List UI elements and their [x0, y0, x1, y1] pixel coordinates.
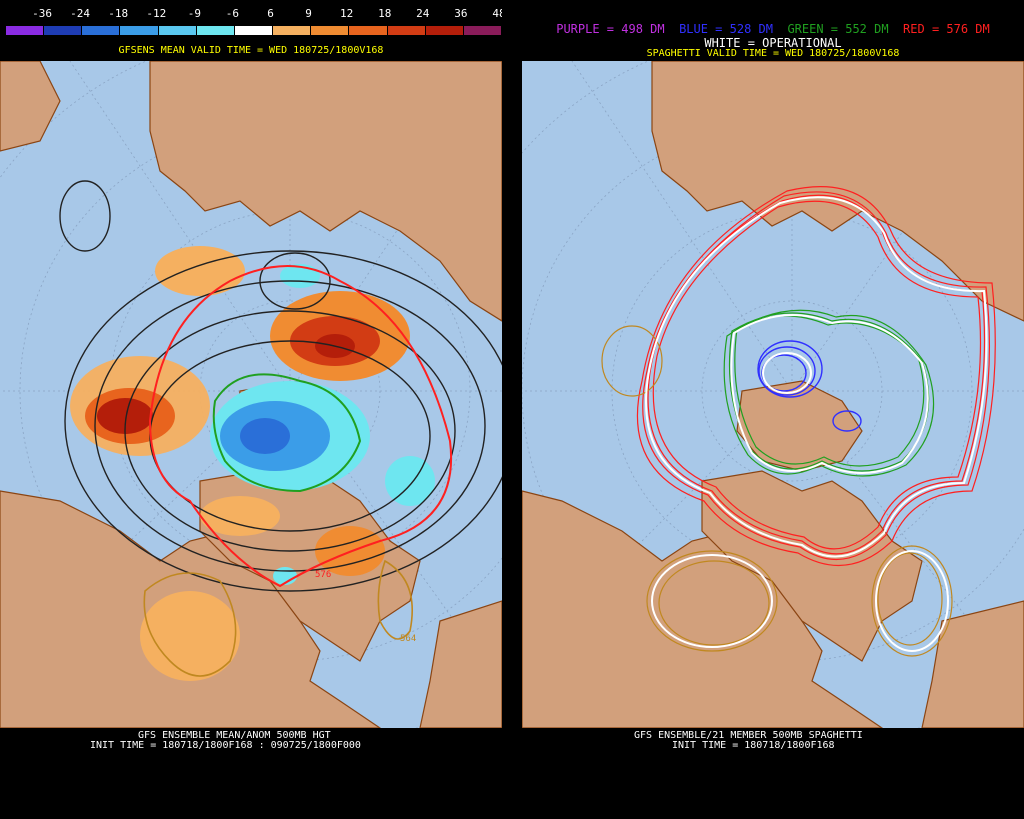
576-contour [148, 265, 453, 588]
colorbar-swatch [349, 26, 388, 35]
colorbar-swatch [120, 26, 159, 35]
right-footer-line1: GFS ENSEMBLE/21 MEMBER 500MB SPAGHETTI [634, 730, 863, 741]
legend-blue: BLUE = 528 DM [679, 22, 773, 36]
anomaly-panel: -36 -24 -18 -12 -9 -6 6 9 12 18 24 36 48 GFSENS MEAN… [0, 0, 506, 819]
colorbar-swatch [82, 26, 121, 35]
ensemble-mean-anomaly-map: 576 564 [0, 61, 502, 728]
spaghetti-panel: PURPLE = 498 DM BLUE = 528 DM GREEN = 55… [522, 0, 1024, 819]
operational-contours [645, 196, 988, 652]
594-contour [143, 559, 413, 677]
contour-label-564: 564 [400, 634, 416, 644]
legend-green: GREEN = 552 DM [787, 22, 889, 36]
colorbar-label: 36 [454, 7, 468, 20]
colorbar-swatch [463, 26, 502, 35]
colorbar-swatch [425, 26, 464, 35]
colorbar-swatch [6, 26, 45, 35]
operational-legend: WHITE = OPERATIONAL [704, 36, 842, 50]
red-576-spaghetti [636, 186, 996, 566]
right-footer: GFS ENSEMBLE/21 MEMBER 500MB SPAGHETTI I… [522, 728, 1024, 819]
colorbar-label: -6 [225, 7, 240, 20]
colorbar-swatch [196, 26, 235, 35]
colorbar-swatch [44, 26, 83, 35]
spaghetti-map [522, 61, 1024, 728]
left-valid-time-title: GFSENS MEAN VALID TIME = WED 180725/1800… [118, 45, 384, 56]
colorbar-swatch [158, 26, 197, 35]
right-footer-line2: INIT TIME = 180718/1800F168 [672, 740, 835, 751]
colorbar-label: -24 [70, 7, 91, 20]
legend-red: RED = 576 DM [903, 22, 990, 36]
spaghetti-legend: PURPLE = 498 DM BLUE = 528 DM GREEN = 55… [522, 22, 1024, 36]
left-footer-line1: GFS ENSEMBLE MEAN/ANOM 500MB HGT [138, 730, 331, 741]
colorbar-label: -18 [108, 7, 129, 20]
colorbar-swatch [311, 26, 350, 35]
colorbar-swatch [273, 26, 312, 35]
right-valid-time-title: SPAGHETTI VALID TIME = WED 180725/1800V1… [646, 48, 900, 59]
legend-purple: PURPLE = 498 DM [556, 22, 665, 36]
colorbar-label: 24 [416, 7, 430, 20]
colorbar-swatch [234, 26, 274, 35]
colorbar-label: 9 [305, 7, 312, 20]
colorbar-labels: -36 -24 -18 -12 -9 -6 6 9 12 18 24 36 48 [0, 7, 505, 21]
colorbar-label: 12 [340, 7, 354, 20]
colorbar-label: -9 [187, 7, 201, 20]
colorbar [5, 25, 502, 36]
left-footer-line2: INIT TIME = 180718/1800F168 : 090725/180… [90, 740, 361, 751]
colorbar-label: -36 [32, 7, 52, 20]
height-anomaly-shading [70, 246, 435, 681]
colorbar-swatch [387, 26, 426, 35]
colorbar-label: 6 [267, 7, 274, 20]
contour-label-576: 576 [315, 570, 331, 580]
panel-divider [502, 0, 522, 819]
land-masses [522, 61, 1024, 728]
colorbar-label: 18 [378, 7, 392, 20]
left-footer: GFS ENSEMBLE MEAN/ANOM 500MB HGT INIT TI… [0, 728, 502, 819]
colorbar-label: -12 [146, 7, 167, 20]
552-contour [212, 373, 362, 493]
gold-594-spaghetti [601, 325, 953, 657]
